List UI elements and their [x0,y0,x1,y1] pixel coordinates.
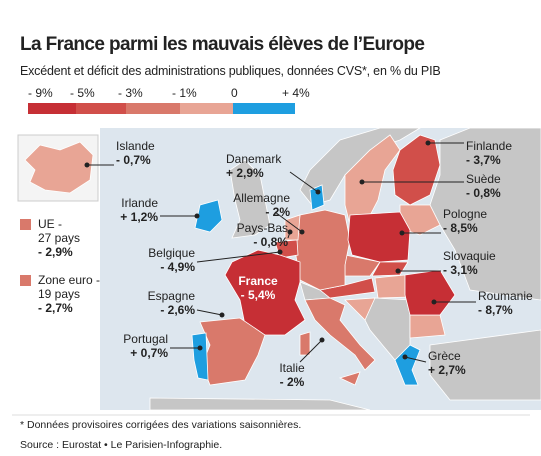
country-name: Danemark [226,152,282,166]
aggregate-label: Zone euro - [38,273,100,287]
source: Source : Eurostat • Le Parisien-Infograp… [20,439,222,451]
legend-label: - 9% [28,86,53,100]
country-name: Espagne [148,289,196,303]
leader-line [196,309,223,316]
country-value: - 0,8% [466,186,501,200]
country-name: Pays-Bas [237,221,288,235]
country-value: - 3,7% [466,153,501,167]
country-name: Islande [116,139,155,153]
country-shape [394,344,421,386]
aggregate-label: - 2,7% [38,301,73,315]
leader-dot [194,213,200,219]
legend-label: 0 [231,86,238,100]
leader-dot [197,345,203,351]
legend-swatch [233,103,295,114]
country-name: Slovaquie [443,249,496,263]
country-name: Portugal [123,332,168,346]
aggregate-label: - 2,9% [38,245,73,259]
leader-dot [84,162,90,168]
legend-swatch [28,103,76,114]
country-shape [194,199,223,233]
country-value: - 2% [280,375,305,389]
country-value: + 1,2% [120,210,158,224]
leader-line [299,339,323,363]
aggregate-swatch [20,275,31,286]
country-name: Finlande [466,139,512,153]
legend-swatch [180,103,233,114]
leader-dot [299,229,305,235]
leader-dot [219,312,225,318]
leader-dot [287,229,293,235]
country-value: - 5,4% [241,288,276,302]
country-value: - 2,6% [160,303,195,317]
country-shape [404,269,456,316]
country-value: - 8,5% [443,221,478,235]
country-value: - 3,1% [443,263,478,277]
leader-dot [425,140,431,146]
leader-line [274,211,303,233]
country-value: - 0,8% [253,235,288,249]
country-value: - 4,9% [160,260,195,274]
country-shape [294,209,351,291]
country-name: Suède [466,172,501,186]
aggregate-label: 27 pays [38,231,80,245]
country-value: + 2,7% [428,363,466,377]
country-shape [199,317,266,386]
country-shape [338,371,361,386]
country-shape [347,211,411,263]
subtitle: Excédent et déficit des administrations … [20,64,440,78]
legend-swatch [76,103,126,114]
legend-label: - 1% [172,86,197,100]
country-value: - 8,7% [478,303,513,317]
aggregate-swatch [20,219,31,230]
country-value: + 0,7% [130,346,168,360]
country-shape [309,184,325,211]
legend-label: - 3% [118,86,143,100]
leader-line [404,356,427,363]
other-eu-countries [319,204,446,339]
country-value: - 2% [265,205,290,219]
leader-dot [402,354,408,360]
country-shape [392,134,441,206]
country-name: Irlande [121,196,158,210]
footnote: * Données provisoires corrigées des vari… [20,419,301,431]
title: La France parmi les mauvais élèves de l’… [20,34,424,55]
country-shape [299,331,311,356]
legend-label: - 5% [70,86,95,100]
leader-dot [315,189,321,195]
leader-dot [319,337,325,343]
legend-label: + 4% [282,86,310,100]
leader-dot [395,268,401,274]
country-name: Italie [279,361,305,375]
leader-dot [277,249,283,255]
country-value: - 0,7% [116,153,151,167]
aggregate-label: UE - [38,217,62,231]
countries [191,134,456,386]
country-name: Roumanie [478,289,533,303]
non-eu-land [149,127,541,411]
legend-swatch [126,103,180,114]
country-shape [304,297,376,371]
country-name: Grèce [428,349,461,363]
country-shape [24,141,94,194]
leader-line [196,251,281,263]
country-shape [224,249,306,336]
country-name: Belgique [148,246,195,260]
country-value: + 2,9% [226,166,264,180]
leader-dot [431,299,437,305]
aggregate-label: 19 pays [38,287,80,301]
country-name: Allemagne [233,191,290,205]
country-shape [191,332,209,381]
leader-dot [359,179,365,185]
country-name: France [238,274,278,288]
leader-dot [399,230,405,236]
country-name: Pologne [443,207,487,221]
leader-line [289,171,319,193]
country-shape [344,134,401,226]
